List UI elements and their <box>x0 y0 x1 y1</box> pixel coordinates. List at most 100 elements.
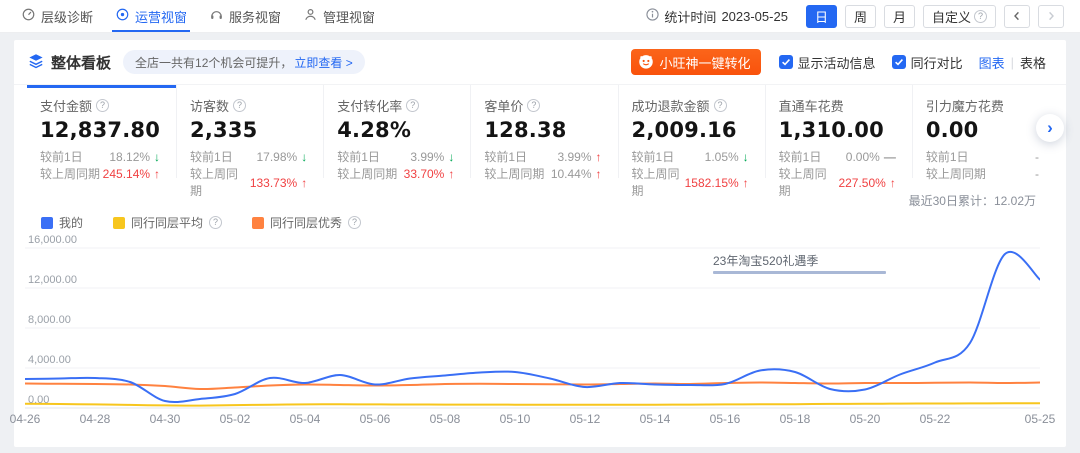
view-table-link[interactable]: 表格 <box>1019 55 1046 71</box>
series-line-mine <box>25 250 1040 404</box>
x-axis-label: 05-20 <box>849 412 881 426</box>
mascot-icon <box>637 52 655 73</box>
compare-value: 227.50% <box>838 175 886 190</box>
metric-cards-row: 支付金额? 12,837.80 较前1日 18.12% ↓ 较上周同期 245.14%… <box>27 85 1059 198</box>
x-axis-label: 04-28 <box>79 412 111 426</box>
legend-swatch <box>41 216 53 229</box>
wangshen-convert-button[interactable]: 小旺神一键转化 <box>630 49 761 75</box>
help-icon[interactable]: ? <box>348 216 362 229</box>
tab-management-view[interactable]: 管理视窗 <box>300 0 378 32</box>
tab-label: 运营视窗 <box>135 9 188 25</box>
opportunity-pill[interactable]: 全店一共有12个机会可提升， 立即查看 > <box>123 50 365 74</box>
help-icon[interactable]: ? <box>96 99 110 112</box>
stat-time: 统计时间 2023-05-25 <box>646 7 788 26</box>
metric-title: 直通车花费 <box>778 99 844 114</box>
range-custom-button[interactable]: 自定义 ? <box>922 4 996 28</box>
compare-row: 较上周同期 33.70% ↑ <box>337 166 454 183</box>
compare-row: 较前1日 17.98% ↓ <box>190 149 307 166</box>
compare-value: 245.14% <box>102 167 151 181</box>
trend-arrow-icon: ↓ <box>154 150 161 164</box>
compare-label: 较前1日 <box>40 150 83 164</box>
metric-value: 128.38 <box>484 118 567 142</box>
chevron-left-icon <box>1012 9 1022 24</box>
compare-row: 较上周同期 227.50% ↑ <box>779 166 896 200</box>
range-month-button[interactable]: 月 <box>883 4 915 28</box>
compare-label: 较前1日 <box>337 150 380 164</box>
tab-label: 服务视窗 <box>229 9 282 25</box>
tab-label: 管理视窗 <box>323 9 376 25</box>
tab-service-view[interactable]: 服务视窗 <box>206 0 284 32</box>
help-icon: ? <box>974 9 987 23</box>
compare-label: 较上周同期 <box>484 167 545 181</box>
compare-label: 较上周同期 <box>190 167 239 198</box>
x-axis-label: 05-02 <box>219 412 251 426</box>
x-axis-label: 05-12 <box>569 412 601 426</box>
compare-label: 较前1日 <box>631 150 675 164</box>
compare-value: 10.44% <box>550 167 592 181</box>
tab-operation-view[interactable]: 运营视窗 <box>112 0 190 32</box>
headset-icon <box>209 7 224 25</box>
legend-item[interactable]: 同行同层优秀 ? <box>252 214 362 231</box>
compare-row: 较上周同期 245.14% ↑ <box>40 166 160 183</box>
y-axis-label: 4,000.00 <box>28 354 71 366</box>
metric-card[interactable]: 引力魔方花费? 0.00 较前1日- 较上周同期- <box>913 85 1059 181</box>
x-axis-label: 05-04 <box>289 412 321 426</box>
date-controls: 统计时间 2023-05-25 日 周 月 自定义 ? <box>646 0 1064 32</box>
trend-arrow-icon: ↑ <box>448 167 455 181</box>
y-axis-label: 8,000.00 <box>28 314 71 326</box>
help-icon[interactable]: ? <box>713 99 727 112</box>
board-header: 整体看板 全店一共有12个机会可提升， 立即查看 > 小旺神一键转化 显示活动信… <box>14 40 1066 85</box>
compare-label: 较上周同期 <box>337 167 398 181</box>
overview-board-panel: 整体看板 全店一共有12个机会可提升， 立即查看 > 小旺神一键转化 显示活动信… <box>10 40 1066 447</box>
metric-card[interactable]: 客单价? 128.38 较前1日 3.99% ↑ 较上周同期 10.44% ↑ <box>471 85 619 181</box>
x-axis-label: 04-26 <box>9 412 41 426</box>
metric-card[interactable]: 访客数? 2,335 较前1日 17.98% ↓ 较上周同期 133.73% ↑ <box>177 85 325 198</box>
opportunity-link[interactable]: 立即查看 > <box>294 55 353 70</box>
compare-value: 0.00% <box>845 150 880 164</box>
view-chart-link[interactable]: 图表 <box>978 55 1005 71</box>
help-icon[interactable]: ? <box>527 99 541 112</box>
trend-arrow-icon: — <box>883 150 896 164</box>
metric-card[interactable]: 支付转化率? 4.28% 较前1日 3.99% ↓ 较上周同期 33.70% ↑ <box>324 85 472 181</box>
tab-label: 层级诊断 <box>41 9 94 25</box>
compare-label: 较前1日 <box>778 150 822 164</box>
compare-value: 1.05% <box>704 150 739 164</box>
tab-level-diagnosis[interactable]: 层级诊断 <box>18 0 96 32</box>
checkbox-checked-icon <box>778 55 793 69</box>
compare-row: 较前1日 3.99% ↓ <box>337 149 454 166</box>
trend-line-chart <box>25 247 1040 409</box>
metric-value: 2,009.16 <box>631 118 737 142</box>
trend-arrow-icon: ↑ <box>595 167 602 181</box>
compare-label: 较上周同期 <box>631 167 680 198</box>
prev-day-button[interactable] <box>1004 4 1030 28</box>
checkbox-checked-icon <box>891 55 906 69</box>
range-week-button[interactable]: 周 <box>844 4 876 28</box>
range-day-button[interactable]: 日 <box>805 4 837 28</box>
compare-label: 较上周同期 <box>778 167 827 198</box>
metric-card[interactable]: 支付金额? 12,837.80 较前1日 18.12% ↓ 较上周同期 245.14%… <box>27 85 178 181</box>
x-axis-label: 05-14 <box>639 412 671 426</box>
metric-card[interactable]: 成功退款金额? 2,009.16 较前1日 1.05% ↓ 较上周同期 1582.15… <box>619 85 766 198</box>
checkbox-activity[interactable]: 显示活动信息 <box>778 53 876 72</box>
x-axis-label: 05-25 <box>1024 412 1056 426</box>
legend-item[interactable]: 我的 ? <box>41 214 83 231</box>
chevron-right-icon: › <box>1047 118 1053 137</box>
next-cards-button[interactable]: › <box>1036 114 1064 142</box>
trend-arrow-icon: ↑ <box>595 150 602 164</box>
chevron-right-icon <box>1046 9 1056 24</box>
trend-arrow-icon: ↑ <box>154 167 161 181</box>
chart-legend: 我的 ? 同行同层平均 ? 同行同层优秀 ? <box>41 214 362 231</box>
x-axis-label: 05-06 <box>359 412 391 426</box>
legend-item[interactable]: 同行同层平均 ? <box>113 214 223 231</box>
help-icon[interactable]: ? <box>209 216 223 229</box>
checkbox-peer-compare[interactable]: 同行对比 <box>891 53 963 72</box>
help-icon[interactable]: ? <box>233 99 247 112</box>
checkbox-peer-label: 同行对比 <box>910 55 963 71</box>
metric-title: 引力魔方花费 <box>925 99 1004 114</box>
stat-time-label: 统计时间 <box>664 9 717 25</box>
page-title: 整体看板 <box>51 54 112 72</box>
next-day-button[interactable] <box>1038 4 1064 28</box>
metric-title: 成功退款金额 <box>631 99 710 114</box>
help-icon[interactable]: ? <box>406 99 420 112</box>
